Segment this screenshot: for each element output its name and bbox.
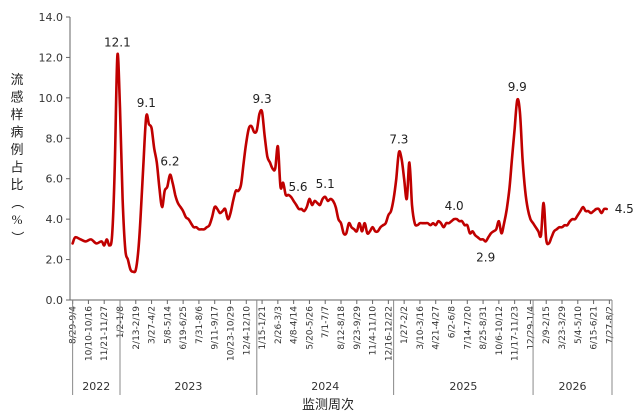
x-tick-label: 2/26-3/3 xyxy=(274,306,284,344)
y-axis-label-char: % xyxy=(12,212,23,227)
x-tick-label: 11/17-11/23 xyxy=(511,306,521,361)
y-axis-label-char: 病 xyxy=(10,125,23,140)
y-tick-label: 8.0 xyxy=(46,132,64,145)
y-axis-label-char: （ xyxy=(10,196,25,209)
series-layer xyxy=(71,52,608,274)
year-label: 2023 xyxy=(174,380,202,393)
x-tick-label: 6/19-6/25 xyxy=(179,306,189,350)
x-tick-label: 7/31-8/6 xyxy=(195,306,205,344)
year-label: 2026 xyxy=(559,380,587,393)
x-tick-label: 6/15-6/21 xyxy=(590,306,600,350)
x-tick-label: 11/21-11/27 xyxy=(100,306,110,361)
x-tick-label: 2/9-2/15 xyxy=(542,306,552,344)
x-tick-label: 7/14-7/20 xyxy=(463,306,473,350)
x-axis-ticks: 8/29-9/4 10/10-10/16 11/21-11/27 1/2-1/8 2/1… xyxy=(69,300,615,361)
x-tick-label: 7/27-8/2 xyxy=(605,306,615,344)
x-tick-label: 8/29-9/4 xyxy=(69,306,79,344)
data-label: 5.1 xyxy=(316,177,335,191)
data-label: 12.1 xyxy=(104,35,131,49)
year-labels: 2022 2023 2024 2025 2026 xyxy=(72,300,613,395)
x-tick-label: 3/23-3/29 xyxy=(558,306,568,350)
year-label: 2024 xyxy=(311,380,339,393)
x-tick-label: 9/11-9/17 xyxy=(211,306,221,350)
x-tick-label: 1/2-1/8 xyxy=(116,306,126,338)
x-tick-label: 1/15-1/21 xyxy=(258,306,268,350)
y-axis-label-char: 感 xyxy=(10,90,23,105)
y-axis-label-char: 样 xyxy=(10,107,23,122)
data-label: 9.9 xyxy=(508,80,527,94)
y-axis-label-char: 占 xyxy=(10,160,23,175)
y-tick-label: 6.0 xyxy=(46,173,64,186)
x-tick-label: 5/4-5/10 xyxy=(574,306,584,344)
y-tick-label: 2.0 xyxy=(46,254,64,267)
y-tick-label: 10.0 xyxy=(39,92,64,105)
x-tick-label: 11/4-11/10 xyxy=(369,306,379,356)
year-label: 2025 xyxy=(449,380,477,393)
y-tick-label: 14.0 xyxy=(39,11,64,24)
y-tick-label: 0.0 xyxy=(46,294,64,307)
y-axis-label-char: 流 xyxy=(10,72,23,87)
y-tick-label: 4.0 xyxy=(46,213,64,226)
x-tick-label: 10/10-10/16 xyxy=(84,306,94,361)
data-label: 4.5 xyxy=(615,202,634,216)
x-tick-label: 10/23-10/29 xyxy=(226,306,236,361)
data-label: 6.2 xyxy=(160,155,179,169)
y-tick-label: 12.0 xyxy=(39,51,64,64)
x-tick-label: 12/29-1/4 xyxy=(526,306,536,350)
annotations: 12.1 9.1 6.2 9.3 5.6 5.1 7.3 4.0 2.9 9.9 4.5 xyxy=(104,35,634,264)
x-tick-label: 5/20-5/26 xyxy=(305,306,315,350)
axes xyxy=(69,17,612,301)
x-tick-label: 8/12-8/18 xyxy=(337,306,347,350)
y-axis-label-char: 比 xyxy=(10,177,23,192)
data-label: 2.9 xyxy=(476,250,495,264)
series-line xyxy=(71,52,608,274)
year-label: 2022 xyxy=(82,380,110,393)
x-tick-label: 6/2-6/8 xyxy=(448,306,458,338)
x-tick-label: 7/1-7/7 xyxy=(321,306,331,338)
x-axis-label: 监测周次 xyxy=(302,397,354,412)
data-label: 5.6 xyxy=(288,180,307,194)
y-axis-label-char: ） xyxy=(10,231,25,244)
y-axis-label-char: 例 xyxy=(10,142,23,157)
x-tick-label: 2/13-2/19 xyxy=(132,306,142,350)
data-label: 7.3 xyxy=(389,132,408,146)
x-tick-label: 10/6-10/12 xyxy=(495,306,505,355)
x-tick-label: 12/16-12/22 xyxy=(384,306,394,361)
x-tick-label: 1/27-2/2 xyxy=(400,306,410,344)
x-tick-label: 9/23-9/29 xyxy=(353,306,363,350)
x-tick-label: 5/8-5/14 xyxy=(163,306,173,344)
y-axis-ticks: 0.0 2.0 4.0 6.0 8.0 10.0 12.0 14.0 xyxy=(39,11,70,307)
x-tick-label: 4/21-4/27 xyxy=(432,306,442,350)
x-tick-label: 3/27-4/2 xyxy=(148,306,158,344)
x-tick-label: 12/4-12/10 xyxy=(242,306,252,356)
x-tick-label: 3/10-3/16 xyxy=(416,306,426,350)
data-label: 9.1 xyxy=(137,96,156,110)
data-label: 9.3 xyxy=(253,92,272,106)
x-tick-label: 4/8-4/14 xyxy=(290,306,300,344)
x-tick-label: 8/25-8/31 xyxy=(479,306,489,350)
data-label: 4.0 xyxy=(445,199,464,213)
